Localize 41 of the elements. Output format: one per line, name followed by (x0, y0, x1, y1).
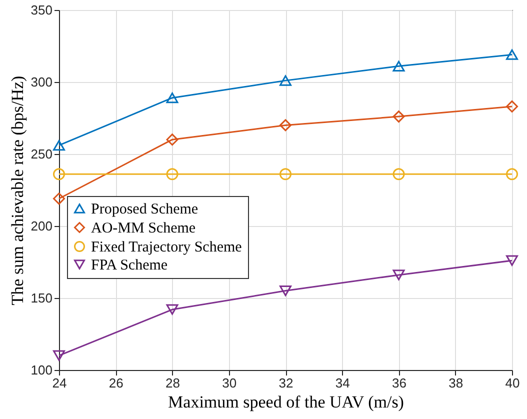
x-tick-label: 36 (392, 376, 406, 390)
point (506, 100, 518, 112)
point (280, 168, 292, 180)
legend-label: Proposed Scheme (91, 202, 198, 218)
x-tick-label: 40 (505, 376, 520, 390)
point (53, 350, 65, 361)
point (53, 140, 65, 151)
point (392, 270, 405, 280)
point (392, 110, 405, 123)
point (166, 92, 178, 104)
point (166, 168, 178, 180)
point (280, 286, 292, 296)
point (392, 60, 405, 72)
point (280, 75, 292, 86)
x-tick-label: 38 (448, 376, 464, 390)
x-tick-label: 32 (278, 376, 294, 390)
y-tick-label: 100 (30, 362, 52, 378)
y-tick-label: 250 (30, 146, 52, 162)
point (506, 168, 518, 180)
point (280, 119, 292, 132)
legend-label: Fixed Trajectory Scheme (91, 240, 242, 256)
y-tick-label: 150 (30, 290, 52, 306)
x-tick-label: 24 (52, 376, 67, 390)
legend-label: AO-MM Scheme (91, 220, 196, 236)
x-tick-label: 30 (222, 376, 237, 390)
point (392, 168, 405, 180)
point (53, 168, 65, 180)
x-tick-label: 26 (108, 376, 124, 390)
point (166, 304, 178, 315)
y-axis-title: The sum achievable rate (bps/Hz) (8, 76, 27, 306)
x-tick-label: 28 (166, 376, 180, 390)
y-tick-label: 300 (30, 74, 52, 90)
y-tick-label: 200 (30, 218, 52, 234)
point (506, 49, 518, 60)
legend-label: FPA Scheme (91, 258, 168, 274)
point (506, 255, 518, 266)
y-tick-label: 350 (30, 2, 52, 18)
point (53, 192, 65, 205)
point (166, 134, 178, 146)
x-axis-title: Maximum speed of the UAV (m/s) (168, 392, 404, 412)
x-tick-label: 34 (335, 376, 350, 390)
